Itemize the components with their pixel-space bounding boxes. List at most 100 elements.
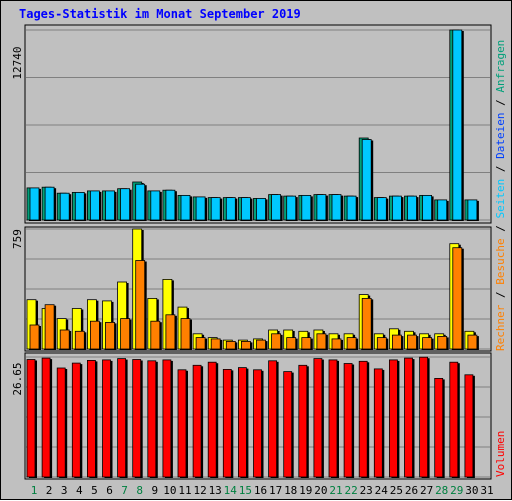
bottom-bar-Volumen-10 bbox=[162, 359, 172, 478]
bottom-bar-Volumen-5 bbox=[87, 359, 96, 478]
middle-bar-Besuche-30 bbox=[467, 334, 478, 350]
top-bar-Dateien-2 bbox=[44, 186, 55, 221]
top-bar-Dateien-11 bbox=[180, 194, 191, 221]
legend-rechner: Rechner bbox=[494, 304, 507, 351]
middle-bar-Besuche-18 bbox=[286, 337, 297, 350]
x-label-6: 6 bbox=[106, 484, 113, 497]
x-label-11: 11 bbox=[178, 484, 191, 497]
x-label-31: 31 bbox=[480, 484, 493, 497]
ytick-middle: 759 bbox=[11, 229, 24, 249]
bottom-bar-Volumen-16 bbox=[253, 369, 262, 478]
top-bar-Dateien-23 bbox=[361, 139, 372, 221]
top-bar-Dateien-1 bbox=[29, 187, 40, 221]
legend-sep-3: / bbox=[494, 159, 507, 179]
bottom-bar-Volumen-26 bbox=[404, 357, 413, 478]
middle-bar-Besuche-1 bbox=[29, 324, 40, 350]
x-label-2: 2 bbox=[46, 484, 53, 497]
bottom-bar-Volumen-6 bbox=[102, 359, 111, 478]
bottom-bar-Volumen-18 bbox=[283, 371, 293, 478]
x-label-26: 26 bbox=[405, 484, 418, 497]
x-label-28: 28 bbox=[435, 484, 448, 497]
top-bar-Dateien-24 bbox=[376, 197, 387, 221]
legend-sep-1: / bbox=[494, 285, 507, 305]
top-bar-Dateien-8 bbox=[135, 183, 146, 221]
bottom-bar-Volumen-3 bbox=[56, 367, 66, 478]
legend-besuche: Besuche bbox=[494, 238, 507, 284]
ytick-bottom: 26.65 bbox=[11, 362, 24, 395]
middle-bar-Besuche-7 bbox=[120, 318, 130, 350]
middle-bar-Besuche-23 bbox=[361, 297, 372, 350]
middle-bar-Besuche-13 bbox=[210, 338, 221, 350]
top-bar-Dateien-22 bbox=[346, 195, 357, 221]
x-axis-labels: 1 2 3 4 5 6 7 8 9 10 11 12 13 14 15 16 17 18 19 20 21 22 23 24 2… bbox=[31, 484, 494, 497]
x-label-23: 23 bbox=[360, 484, 373, 497]
middle-bar-Besuche-26 bbox=[407, 334, 417, 350]
middle-bar-Besuche-4 bbox=[74, 330, 85, 350]
bottom-bar-Volumen-21 bbox=[328, 359, 338, 478]
bottom-bar-Volumen-22 bbox=[343, 363, 353, 478]
top-bar-Dateien-10 bbox=[165, 189, 176, 221]
top-bar-Dateien-4 bbox=[74, 191, 85, 221]
bottom-bar-Volumen-8 bbox=[132, 359, 142, 478]
x-label-16: 16 bbox=[254, 484, 267, 497]
top-bar-Dateien-6 bbox=[105, 190, 115, 221]
top-bar-Dateien-12 bbox=[195, 196, 206, 221]
top-bar-Dateien-18 bbox=[286, 195, 297, 221]
x-label-25: 25 bbox=[390, 484, 403, 497]
bottom-bar-Volumen-13 bbox=[207, 361, 217, 478]
middle-bar-Besuche-25 bbox=[391, 334, 402, 350]
middle-bar-Besuche-9 bbox=[150, 320, 161, 350]
x-label-5: 5 bbox=[91, 484, 98, 497]
bottom-bar-Volumen-28 bbox=[434, 377, 444, 478]
bottom-bar-Volumen-9 bbox=[147, 360, 157, 478]
x-label-22: 22 bbox=[344, 484, 357, 497]
middle-bar-Besuche-12 bbox=[195, 337, 206, 350]
bars bbox=[26, 29, 479, 478]
bottom-bar-Volumen-12 bbox=[192, 364, 202, 478]
middle-bar-Besuche-8 bbox=[135, 260, 146, 350]
top-bar-Dateien-27 bbox=[422, 194, 433, 221]
x-label-27: 27 bbox=[420, 484, 433, 497]
top-bar-Dateien-7 bbox=[120, 188, 130, 221]
bottom-bar-Volumen-11 bbox=[177, 369, 187, 478]
legend-dateien: Dateien bbox=[494, 113, 507, 159]
top-bar-Dateien-28 bbox=[437, 199, 448, 221]
middle-bar-Besuche-10 bbox=[165, 314, 176, 350]
x-label-30: 30 bbox=[465, 484, 478, 497]
middle-bar-Besuche-24 bbox=[376, 337, 387, 350]
legend-sep-2: / bbox=[494, 219, 507, 239]
bottom-bar-Volumen-17 bbox=[268, 360, 278, 478]
x-label-10: 10 bbox=[163, 484, 176, 497]
top-bar-Dateien-5 bbox=[90, 190, 100, 221]
top-bar-Dateien-26 bbox=[407, 195, 417, 221]
x-label-17: 17 bbox=[269, 484, 282, 497]
bottom-bar-Volumen-27 bbox=[419, 356, 429, 478]
legend-seiten: Seiten bbox=[494, 179, 507, 219]
bottom-bar-Volumen-24 bbox=[373, 368, 383, 478]
middle-bar-Besuche-16 bbox=[256, 339, 266, 350]
legend-top: Rechner / Besuche / Seiten / Dateien / A… bbox=[494, 40, 507, 351]
top-bar-Dateien-21 bbox=[331, 194, 342, 221]
x-label-3: 3 bbox=[61, 484, 68, 497]
top-bar-Dateien-14 bbox=[225, 197, 236, 221]
middle-bar-Besuche-28 bbox=[437, 335, 448, 350]
top-bar-Dateien-13 bbox=[210, 197, 221, 221]
top-bar-Dateien-29 bbox=[452, 29, 463, 221]
x-label-20: 20 bbox=[314, 484, 327, 497]
bottom-bar-Volumen-4 bbox=[71, 362, 81, 478]
top-bar-Dateien-19 bbox=[301, 194, 312, 221]
middle-bar-Besuche-29 bbox=[452, 247, 463, 350]
x-label-4: 4 bbox=[76, 484, 83, 497]
middle-bar-Besuche-11 bbox=[180, 318, 191, 350]
legend-sep-4: / bbox=[494, 93, 507, 113]
x-label-12: 12 bbox=[193, 484, 206, 497]
panel-top-bg bbox=[24, 24, 492, 224]
bottom-bar-Volumen-29 bbox=[449, 361, 459, 478]
top-bar-Dateien-15 bbox=[240, 197, 251, 221]
top-bar-Dateien-30 bbox=[467, 199, 478, 221]
legend-anfragen: Anfragen bbox=[494, 40, 507, 93]
middle-bar-Besuche-22 bbox=[346, 337, 357, 350]
bottom-bar-Volumen-7 bbox=[117, 358, 126, 478]
